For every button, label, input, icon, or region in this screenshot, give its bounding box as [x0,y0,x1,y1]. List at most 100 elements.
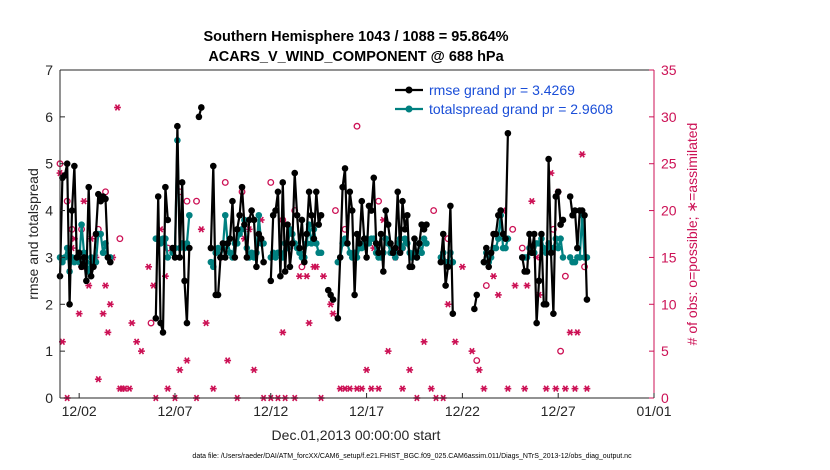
rmse-point-1-4 [162,183,169,191]
rmse-point-11-7 [535,277,543,285]
obs-assimilated-point-67 [367,385,375,392]
rmse-line-segment-5 [269,172,323,281]
rmse-point-4-21 [257,235,265,242]
obs-star-stroke [574,329,581,336]
totalspread-point-9-4 [576,254,584,261]
obs-possible-point-23 [430,207,438,215]
obs-assimilated-point-84 [468,347,476,355]
rmse-point-4-4 [217,254,224,261]
totalspread-point-7-5 [492,244,500,252]
y-left-tick-label-7: 7 [45,62,53,78]
rmse-point-0-12 [85,183,93,191]
rmse-point-4-12 [236,211,243,219]
obs-assimilated-point-30 [164,385,172,392]
rmse-point-11-8 [538,230,545,238]
rmse-point-7-29 [403,211,411,219]
obs-star-stroke [445,300,451,308]
rmse-point-2-3 [176,254,184,261]
rmse-point-7-26 [396,249,404,257]
rmse-point-5-10 [291,169,299,177]
rmse-point-12-7 [583,296,591,303]
obs-star-stroke [81,197,87,205]
obs-star-stroke [385,347,391,355]
obs-assimilated-point-106 [583,385,591,392]
rmse-point-10-3 [487,249,495,257]
obs-assimilated-point-77 [420,338,428,346]
obs-star-stroke [459,263,466,271]
rmse-point-4-0 [207,244,215,252]
obs-star-stroke [280,329,286,336]
rmse-point-4-5 [219,240,227,247]
rmse-point-5-15 [303,230,311,238]
obs-star-stroke [165,385,171,392]
rmse-point-7-17 [375,249,382,257]
rmse-point-1-1 [154,193,162,200]
obs-star-stroke [177,366,183,374]
legend-spread-label: totalspread grand pr = 2.9608 [429,101,613,117]
obs-possible-point-30 [557,347,565,355]
rmse-point-12-3 [574,244,581,252]
obs-star-stroke [114,104,121,111]
obs-assimilated-point-88 [494,291,502,299]
obs-assimilated-point-85 [475,366,483,374]
obs-star-stroke [224,357,231,364]
obs-star-stroke [337,385,343,392]
rmse-point-0-9 [78,263,85,271]
rmse-point-8-2 [442,282,449,289]
rmse-point-0-14 [90,263,97,271]
rmse-point-5-21 [317,211,325,219]
rmse-point-10-2 [485,263,493,271]
rmse-point-7-22 [387,240,394,247]
y-left-tick-label-6: 6 [45,109,53,125]
obs-star-stroke [521,385,528,392]
rmse-point-9-1 [473,291,481,299]
totalspread-point-4-21 [317,249,325,257]
obs-assimilated-point-15 [106,300,114,308]
obs-star-stroke [105,329,111,336]
rmse-point-10-7 [497,207,505,214]
rmse-point-9-0 [471,305,478,313]
obs-star-stroke [375,385,382,392]
obs-star-stroke [572,385,578,392]
obs-star-stroke [543,385,549,392]
totalspread-point-1-5 [164,254,172,261]
rmse-point-5-14 [301,258,308,266]
obs-assimilated-point-39 [224,357,232,364]
obs-assimilated-point-13 [102,282,109,289]
rmse-point-12-0 [566,193,574,200]
obs-possible-point-18 [331,207,339,215]
y-axis-right-label: # of obs: o=possible; ∗=assimilated [684,123,700,346]
obs-assimilated-point-102 [566,329,574,336]
obs-star-stroke [354,385,360,392]
rmse-point-2-0 [169,244,176,252]
totalspread-point-0-18 [99,249,107,257]
obs-assimilated-point-101 [561,385,569,392]
rmse-point-7-27 [399,197,406,205]
rmse-point-0-19 [102,195,109,203]
rmse-point-1-2 [157,319,164,327]
rmse-point-5-6 [281,268,289,275]
obs-star-stroke [579,150,585,158]
obs-possible-point-11 [193,197,200,205]
obs-star-stroke [138,347,145,355]
chart-title-line1: Southern Hemisphere 1043 / 1088 = 95.864… [203,29,508,45]
obs-assimilated-point-69 [375,385,382,392]
rmse-point-0-5 [68,207,76,214]
obs-star-stroke [562,385,569,392]
obs-star-stroke [107,300,113,308]
rmse-point-4-13 [238,183,246,191]
rmse-point-7-6 [348,207,356,214]
rmse-point-0-2 [61,172,69,179]
obs-star-stroke [304,272,310,280]
obs-star-stroke [76,310,82,318]
obs-assimilated-point-90 [504,385,512,392]
totalspread-point-0-9 [78,221,85,228]
rmse-point-4-15 [243,254,251,261]
obs-possible-point-12 [221,179,229,186]
rmse-point-11-6 [533,319,540,327]
x-tick-label-6: 01/01 [636,403,671,419]
rmse-point-5-13 [298,216,306,224]
obs-possible-point-6 [116,235,124,243]
rmse-point-7-24 [392,244,399,252]
rmse-point-7-11 [360,235,368,242]
